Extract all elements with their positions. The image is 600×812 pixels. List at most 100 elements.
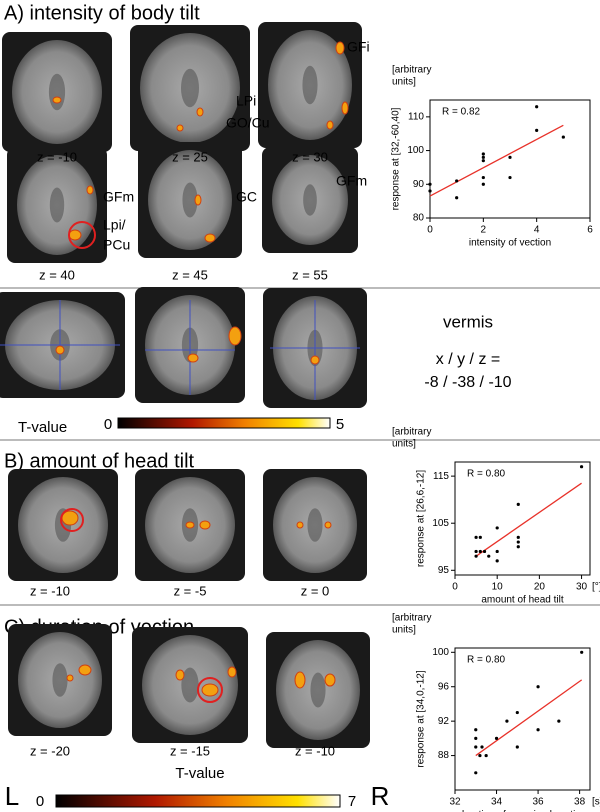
slice-label: z = 30 xyxy=(292,149,328,164)
annotation: GFm xyxy=(336,173,367,189)
x-axis-label: duration of perceived vection xyxy=(459,810,587,812)
units-label: [arbitrary xyxy=(392,65,431,76)
fit-line xyxy=(475,679,583,757)
point xyxy=(474,736,478,740)
x-axis-label: amount of head tilt xyxy=(481,595,563,606)
annotation: GO/Cu xyxy=(226,115,270,131)
ventricle xyxy=(48,73,66,111)
point xyxy=(495,559,499,563)
slice-label: z = 45 xyxy=(172,267,208,282)
slice-label: z = -10 xyxy=(295,743,335,758)
activation xyxy=(294,671,306,689)
point xyxy=(557,719,561,723)
ventricle xyxy=(307,508,323,542)
activation xyxy=(324,673,336,687)
activation xyxy=(204,233,216,243)
activation xyxy=(66,674,74,682)
highlight-circle xyxy=(197,677,223,703)
point xyxy=(481,152,485,156)
annotation: GFm xyxy=(103,189,134,205)
point xyxy=(536,728,540,732)
point xyxy=(482,549,487,554)
activation xyxy=(175,669,185,681)
colorbar-min: 0 xyxy=(104,416,112,433)
point xyxy=(516,540,520,544)
activation xyxy=(201,683,219,697)
activation xyxy=(228,326,242,346)
annotation: LPi xyxy=(236,93,256,109)
x-tick-label: 0 xyxy=(452,582,458,593)
ventricle xyxy=(310,672,326,708)
point xyxy=(515,745,519,749)
plot-frame xyxy=(454,647,591,791)
x-tick-label: 30 xyxy=(576,582,588,593)
y-axis-label: response at [34,0,-12] xyxy=(416,670,427,768)
point xyxy=(474,535,478,539)
ventricle xyxy=(302,65,318,105)
point xyxy=(478,535,482,539)
y-axis-label: response at [32,-60,40] xyxy=(391,107,402,210)
slice-label: z = 55 xyxy=(292,267,328,282)
activation xyxy=(335,41,345,55)
coord-label: x / y / z = xyxy=(436,351,500,368)
activation xyxy=(341,101,349,115)
point xyxy=(428,182,432,186)
x-tick-label: 4 xyxy=(534,225,540,236)
x-tick-label: 20 xyxy=(534,582,546,593)
panel-title: B) amount of head tilt xyxy=(4,450,195,472)
slice-label: z = -5 xyxy=(174,583,207,598)
point xyxy=(478,549,482,554)
point xyxy=(480,745,484,749)
point xyxy=(508,155,512,159)
highlight-circle xyxy=(60,508,84,532)
x-tick-label: 38 xyxy=(574,797,586,808)
slice-label: z = -20 xyxy=(30,743,70,758)
r-label: R = 0.80 xyxy=(467,655,506,666)
x-tick-label: 0 xyxy=(427,225,433,236)
slice-label: z = -10 xyxy=(37,149,77,164)
point xyxy=(495,526,499,530)
annotation: PCu xyxy=(103,237,130,253)
activation xyxy=(185,521,195,529)
colorbar xyxy=(117,417,331,429)
coord-values: -8 / -38 / -10 xyxy=(424,374,511,391)
y-tick-label: 80 xyxy=(413,213,425,224)
point xyxy=(505,719,509,723)
y-tick-label: 92 xyxy=(438,716,450,727)
point xyxy=(536,685,540,689)
x-axis-label: intensity of vection xyxy=(469,238,551,249)
point xyxy=(535,105,539,109)
units-label: units] xyxy=(392,625,416,636)
vermis-label: vermis xyxy=(443,312,493,331)
ventricle xyxy=(49,187,65,223)
x-tick-label: 10 xyxy=(492,582,504,593)
units-label: units] xyxy=(392,439,416,450)
activation xyxy=(176,124,184,132)
left-label: L xyxy=(5,781,19,811)
activation xyxy=(187,353,199,363)
point xyxy=(428,189,432,193)
y-axis-label: response at [26,6,-12] xyxy=(416,470,427,568)
activation xyxy=(78,664,92,676)
y-tick-label: 95 xyxy=(438,565,450,576)
point xyxy=(478,753,482,758)
plot-frame xyxy=(454,461,591,576)
point xyxy=(481,155,485,159)
slice-label: z = 25 xyxy=(172,149,208,164)
y-tick-label: 110 xyxy=(408,111,424,122)
y-tick-label: 90 xyxy=(413,179,425,190)
colorbar-max: 7 xyxy=(348,793,356,810)
y-tick-label: 96 xyxy=(438,681,450,692)
colorbar-title: T-value xyxy=(18,419,67,436)
activation xyxy=(310,355,320,365)
annotation: GC xyxy=(236,189,257,205)
point xyxy=(495,549,499,554)
x-tick-label: 34 xyxy=(491,797,503,808)
point xyxy=(455,179,459,183)
point xyxy=(487,554,491,558)
units-label: [arbitrary xyxy=(392,427,431,438)
ventricle xyxy=(181,68,199,108)
point xyxy=(474,549,478,554)
point xyxy=(516,535,520,539)
